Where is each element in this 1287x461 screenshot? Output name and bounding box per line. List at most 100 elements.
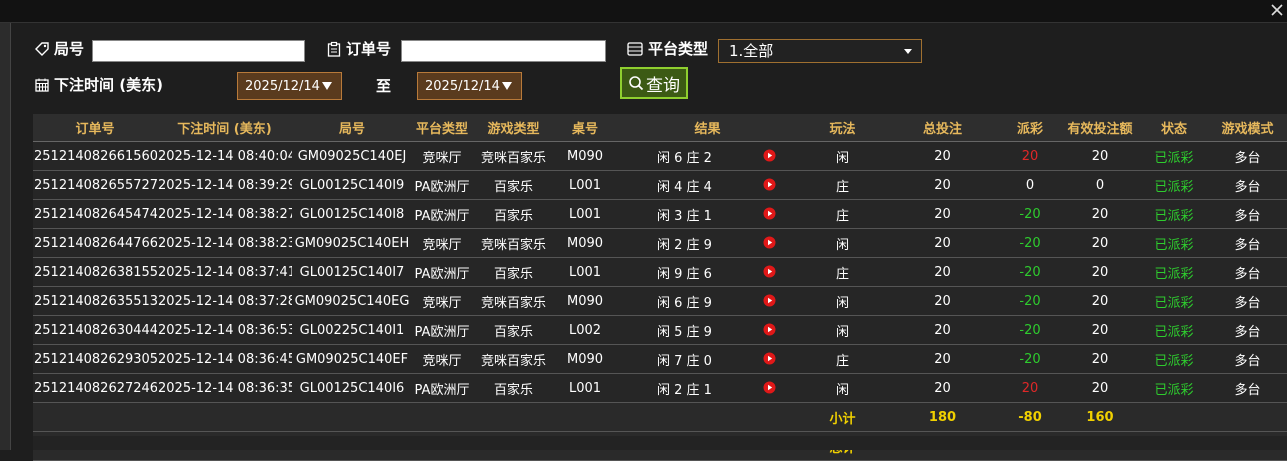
cell: 20 (1000, 141, 1060, 171)
close-button[interactable] (1269, 2, 1285, 18)
dropdown-arrow (501, 82, 512, 90)
cell: 庄 (800, 199, 885, 229)
cell: 20 (1060, 199, 1140, 229)
cell: 闲 (800, 315, 885, 345)
cell: 多台 (1208, 344, 1287, 374)
cell: 20 (1060, 373, 1140, 403)
date-from[interactable]: 2025/12/14 (237, 72, 342, 100)
result-cell: 闲 9 庄 6 (615, 257, 800, 287)
select-value: 1.全部 (729, 42, 774, 60)
cell: 闲 (800, 228, 885, 258)
order-row: 251214082645474 2025-12-14 08:38:27 GL0012… (33, 199, 1287, 229)
search-button[interactable]: 查询 (620, 67, 688, 99)
cell: 庄 (800, 344, 885, 374)
cell: 百家乐 (472, 315, 555, 345)
subtotal-row: 小计 180 -80 160 (33, 402, 1287, 432)
cell: 已派彩 (1140, 199, 1208, 229)
to-label: 至 (376, 75, 391, 96)
result-cell: 闲 4 庄 4 (615, 170, 800, 200)
date-to[interactable]: 2025/12/14 (417, 72, 522, 100)
replay-button[interactable] (763, 265, 776, 278)
label: 订单号 (346, 40, 392, 58)
cell: GL00125C140I6 (292, 373, 412, 403)
replay-button[interactable] (763, 323, 776, 336)
button-text: 查询 (646, 75, 680, 96)
empty-cell (1140, 402, 1287, 432)
cell: 竞咪厅 (412, 344, 472, 374)
cell: PA欧洲厅 (412, 199, 472, 229)
cell: 已派彩 (1140, 257, 1208, 287)
replay-button[interactable] (763, 178, 776, 191)
cell: 251214082644766 (33, 228, 157, 258)
replay-button[interactable] (763, 381, 776, 394)
platform-select[interactable]: 1.全部 (718, 39, 922, 63)
side-strip (0, 23, 11, 450)
cell: -20 (1000, 286, 1060, 316)
search-icon (629, 76, 644, 91)
cell: 闲 (800, 286, 885, 316)
cell: 20 (1060, 141, 1140, 171)
replay-button[interactable] (763, 294, 776, 307)
round-filter: 局号 (34, 38, 84, 59)
replay-button[interactable] (763, 236, 776, 249)
cell: -20 (1000, 315, 1060, 345)
order-input[interactable] (401, 40, 606, 62)
table-body: 251214082661560 2025-12-14 08:40:04 GM0902… (33, 141, 1287, 461)
cell: 0 (1000, 170, 1060, 200)
cell: 已派彩 (1140, 344, 1208, 374)
cell: 2025-12-14 08:39:29 (157, 170, 292, 200)
label: 局号 (54, 40, 85, 58)
label: 至 (376, 77, 392, 95)
label: 下注时间 (美东) (54, 76, 163, 94)
cell: GM09025C140EJ (292, 141, 412, 171)
replay-button[interactable] (763, 352, 776, 365)
order-row: 251214082661560 2025-12-14 08:40:04 GM0902… (33, 141, 1287, 171)
cell: L001 (555, 373, 615, 403)
round-input[interactable] (92, 40, 305, 62)
order-row: 251214082655727 2025-12-14 08:39:29 GL0012… (33, 170, 1287, 200)
cell: L001 (555, 199, 615, 229)
cell: -20 (1000, 199, 1060, 229)
cell: 2025-12-14 08:36:45 (157, 344, 292, 374)
cell: M090 (555, 228, 615, 258)
sum-value: 180 (885, 402, 1000, 432)
cell: 20 (885, 141, 1000, 171)
cell: 2025-12-14 08:38:27 (157, 199, 292, 229)
dropdown-arrow (321, 82, 332, 90)
time-filter: 下注时间 (美东) (34, 74, 163, 95)
replay-button[interactable] (763, 207, 776, 220)
cell: 251214082645474 (33, 199, 157, 229)
cell: 百家乐 (472, 257, 555, 287)
cell: 多台 (1208, 141, 1287, 171)
cell: GM09025C140EG (292, 286, 412, 316)
column-header: 有效投注额 (1060, 114, 1140, 142)
cell: M090 (555, 141, 615, 171)
cell: 20 (885, 286, 1000, 316)
cell: 2025-12-14 08:36:53 (157, 315, 292, 345)
cell: 多台 (1208, 373, 1287, 403)
cell: 20 (1060, 257, 1140, 287)
sum-value: 160 (1060, 402, 1140, 432)
order-row: 251214082629305 2025-12-14 08:36:45 GM0902… (33, 344, 1287, 374)
cell: 竞咪厅 (412, 228, 472, 258)
result-cell: 闲 2 庄 9 (615, 228, 800, 258)
cell: M090 (555, 344, 615, 374)
cell: 251214082638155 (33, 257, 157, 287)
cell: GL00125C140I9 (292, 170, 412, 200)
replay-button[interactable] (763, 149, 776, 162)
cell: PA欧洲厅 (412, 257, 472, 287)
table-footer-space (33, 436, 1287, 450)
cell: 20 (1000, 373, 1060, 403)
cell: 百家乐 (472, 170, 555, 200)
cell: 多台 (1208, 286, 1287, 316)
cell: 闲 (800, 373, 885, 403)
column-header: 结果 (615, 114, 800, 142)
column-header: 玩法 (800, 114, 885, 142)
cell: 已派彩 (1140, 170, 1208, 200)
cell: 闲 (800, 141, 885, 171)
cell: 2025-12-14 08:37:41 (157, 257, 292, 287)
order-row: 251214082644766 2025-12-14 08:38:23 GM0902… (33, 228, 1287, 258)
column-header: 桌号 (555, 114, 615, 142)
cell: GM09025C140EF (292, 344, 412, 374)
